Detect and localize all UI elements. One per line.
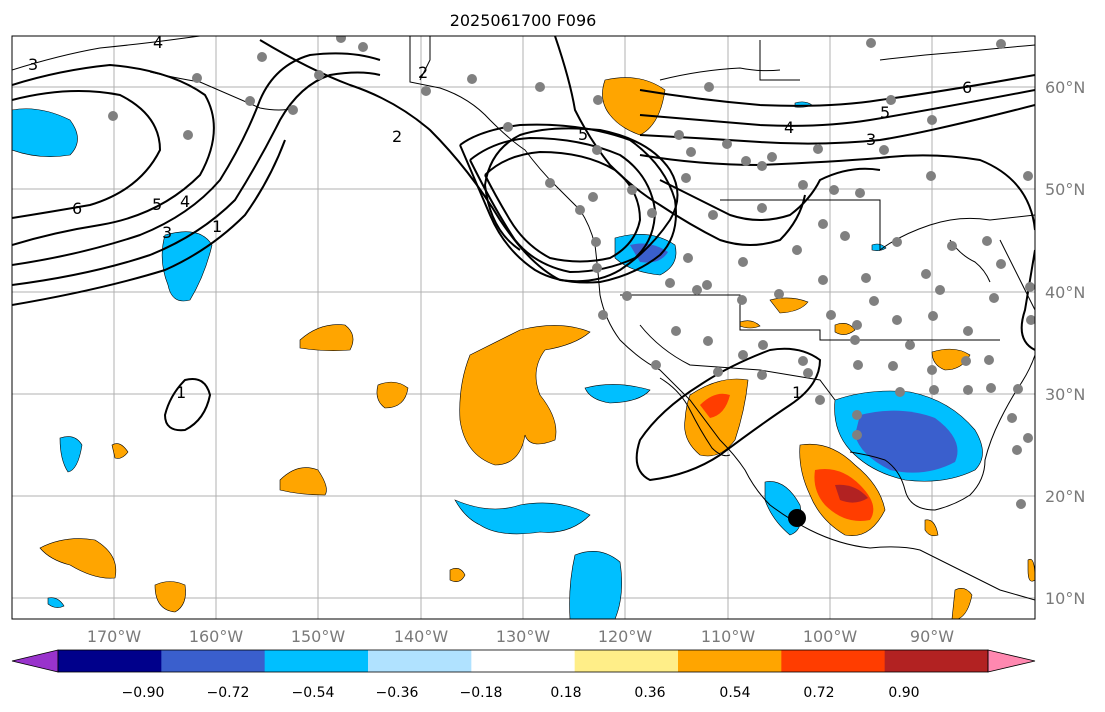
colorbar-tick-label: −0.18 — [460, 685, 503, 701]
colorbar-tick-label: −0.54 — [292, 685, 335, 701]
colorbar-tick-label: 0.54 — [719, 685, 750, 701]
lon-label: 90°W — [910, 627, 954, 646]
colorbar-segment — [781, 650, 886, 672]
contour-label: 4 — [153, 33, 163, 52]
contour-lines — [12, 36, 1035, 482]
colorbar-segment — [264, 650, 369, 672]
lon-label: 170°W — [87, 627, 142, 646]
colorbar-tick-label: −0.36 — [376, 685, 419, 701]
colorbar-segment — [884, 650, 989, 672]
colorbar-segment — [471, 650, 576, 672]
lat-label: 60°N — [1045, 78, 1085, 97]
colorbar — [11, 649, 1036, 673]
colorbar-segment — [678, 650, 782, 672]
contour-label: 6 — [72, 199, 82, 218]
colorbar-extension-high — [987, 649, 1036, 673]
colorbar-tick-label: 0.90 — [888, 685, 919, 701]
colorbar-segment — [58, 650, 162, 672]
latitude-axis: 60°N 50°N 40°N 30°N 20°N 10°N — [1045, 78, 1085, 608]
contour-label: 2 — [418, 63, 428, 82]
contour-label: 1 — [792, 383, 802, 402]
lon-label: 130°W — [496, 627, 551, 646]
contour-label: 5 — [880, 103, 890, 122]
lon-label: 120°W — [598, 627, 653, 646]
location-marker — [788, 509, 806, 527]
lat-label: 40°N — [1045, 283, 1085, 302]
map-title: 2025061700 F096 — [450, 11, 597, 30]
station-markers — [108, 36, 1035, 509]
lat-label: 30°N — [1045, 385, 1085, 404]
colorbar-frame — [57, 649, 989, 673]
contour-label: 5 — [152, 195, 162, 214]
colorbar-segment — [368, 650, 472, 672]
colorbar-tick-label: 0.72 — [803, 685, 834, 701]
lon-label: 150°W — [291, 627, 346, 646]
map-frame — [11, 35, 1036, 620]
lon-label: 100°W — [803, 627, 858, 646]
contour-label: 3 — [866, 130, 876, 149]
colorbar-extension-low — [11, 649, 59, 673]
contour-label: 3 — [28, 55, 38, 74]
colorbar-tick-label: 0.36 — [634, 685, 665, 701]
contour-label: 2 — [392, 127, 402, 146]
contour-label: 4 — [784, 118, 794, 137]
lat-label: 50°N — [1045, 180, 1085, 199]
colorbar-tick-label: −0.90 — [122, 685, 165, 701]
contour-label: 1 — [176, 383, 186, 402]
contour-label: 4 — [180, 192, 190, 211]
colorbar-segment — [574, 650, 679, 672]
colorbar-segment — [161, 650, 266, 672]
lat-label: 10°N — [1045, 589, 1085, 608]
lon-label: 140°W — [394, 627, 449, 646]
contour-label: 1 — [212, 217, 222, 236]
contour-labels: 3 4 2 6 5 4 3 1 2 5 6 4 5 3 1 1 — [28, 33, 972, 402]
contour-label: 5 — [578, 125, 588, 144]
contour-label: 3 — [162, 223, 172, 242]
contour-label: 6 — [962, 78, 972, 97]
lon-label: 160°W — [189, 627, 244, 646]
colorbar-tick-label: −0.72 — [207, 685, 250, 701]
lat-label: 20°N — [1045, 487, 1085, 506]
colorbar-tick-label: 0.18 — [550, 685, 581, 701]
longitude-axis: 170°W 160°W 150°W 140°W 130°W 120°W 110°… — [87, 627, 954, 646]
colorbar-ticks: −0.90 −0.72 −0.54 −0.36 −0.18 0.18 0.36 … — [122, 685, 920, 701]
lon-label: 110°W — [701, 627, 756, 646]
